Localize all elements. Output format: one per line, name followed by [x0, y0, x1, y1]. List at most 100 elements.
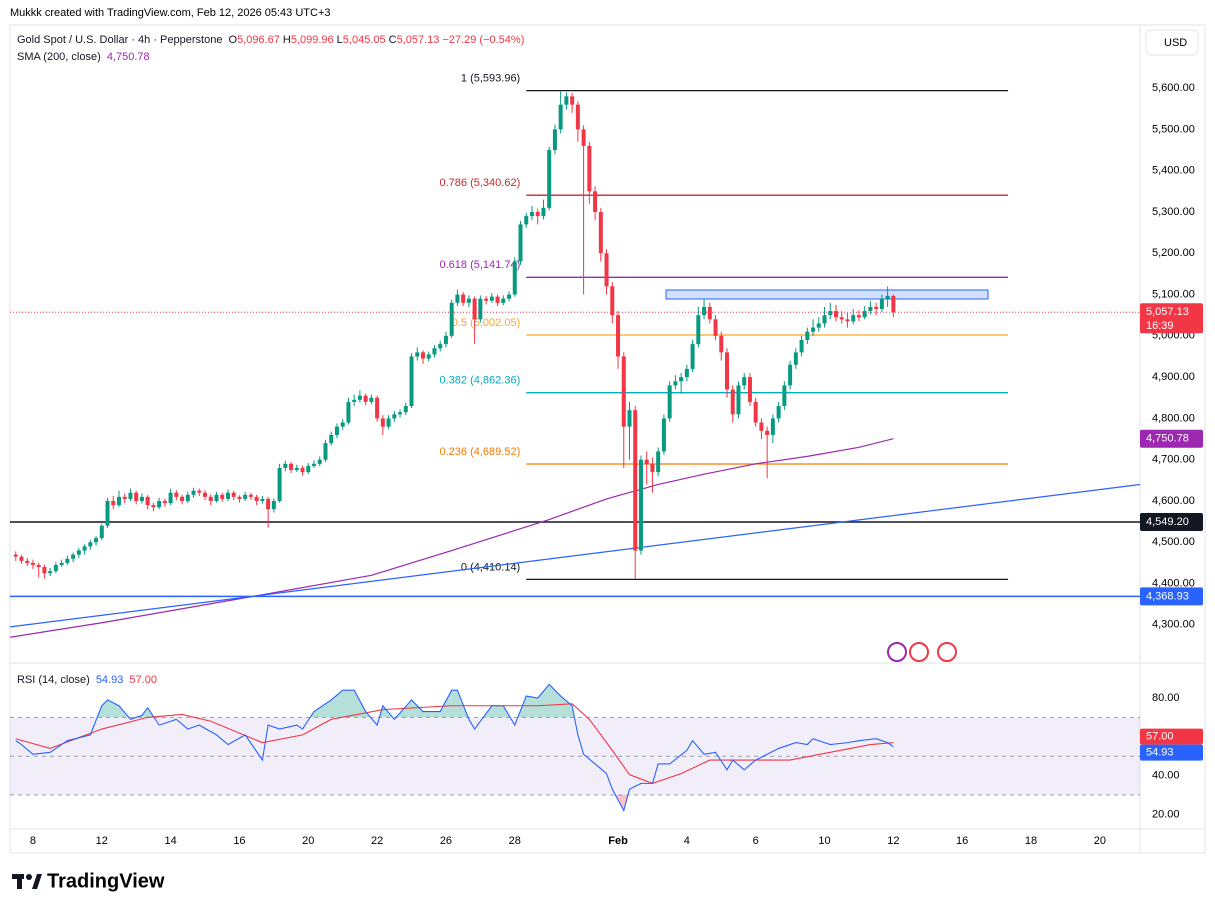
candle-body: [380, 418, 385, 427]
currency-button[interactable]: [1145, 29, 1199, 56]
candle-body: [36, 564, 41, 568]
candle-body: [139, 496, 144, 501]
candle-body: [868, 306, 873, 312]
x-tick-label: 20: [302, 835, 314, 847]
candle-body: [478, 298, 483, 320]
candle-body: [94, 538, 99, 543]
candle-body: [438, 344, 443, 349]
candle-body: [650, 463, 655, 473]
candle-body: [197, 490, 202, 493]
candle-body: [593, 191, 598, 212]
candle-body: [512, 261, 517, 295]
x-tick-label: 26: [440, 835, 452, 847]
candle-body: [346, 401, 351, 423]
candle-body: [679, 377, 684, 382]
candle-body: [816, 323, 821, 328]
fib-label: 0.5 (5,002.05): [452, 317, 521, 329]
logo-part: [26, 874, 32, 880]
candle-body: [507, 294, 512, 299]
candle-body: [587, 145, 592, 192]
candle-body: [719, 335, 724, 353]
rsi-line: [15, 683, 894, 813]
overlay-line: [10, 438, 894, 638]
x-tick-label: 10: [818, 835, 830, 847]
fib-label: 0.236 (4,689.52): [440, 446, 521, 458]
candle-body: [455, 294, 460, 303]
event-icon[interactable]: [909, 642, 929, 662]
ohlc-key: H: [282, 34, 291, 46]
x-tick-label: 8: [30, 835, 36, 847]
candle-body: [88, 542, 93, 547]
candle-body: [122, 496, 127, 499]
hline-price-label-box: [1140, 512, 1203, 531]
ohlc-key: O: [228, 34, 238, 46]
last-price-label: 5,057.13: [1146, 306, 1189, 318]
sma-name: SMA (200, close): [17, 51, 101, 63]
price-zone: [665, 289, 989, 300]
candle-body: [673, 381, 678, 386]
y-tick-label: 5,600.00: [1152, 82, 1195, 94]
candle-body: [638, 459, 643, 551]
candle-body: [180, 496, 185, 501]
fib-label: 1 (5,593.96): [461, 73, 520, 85]
x-tick-label: 22: [371, 835, 383, 847]
candle-body: [306, 465, 311, 473]
candle-body: [759, 422, 764, 431]
candle-body: [13, 554, 18, 557]
candle-body: [134, 492, 139, 501]
candle-body: [71, 554, 76, 559]
candle-body: [415, 352, 420, 357]
candle-body: [398, 412, 403, 415]
candle-body: [725, 352, 730, 390]
candle-body: [891, 295, 896, 313]
countdown-label: 16:39: [1146, 320, 1174, 332]
brand-name: TradingView: [47, 870, 165, 892]
candle-body: [19, 556, 24, 561]
currency-label[interactable]: USD: [1164, 37, 1187, 49]
event-icon[interactable]: [937, 642, 957, 662]
candle-body: [99, 525, 104, 539]
candle-body: [805, 331, 810, 340]
candle-body: [472, 298, 477, 320]
symbol-legend: Gold Spot / U.S. Dollar · 4h · Peppersto…: [17, 34, 527, 46]
candle-body: [352, 399, 357, 402]
candle-body: [633, 410, 638, 551]
y-tick-label: 4,900.00: [1152, 371, 1195, 383]
logo-part: [17, 874, 22, 889]
candle-body: [466, 298, 471, 303]
candle-body: [770, 418, 775, 435]
candle-body: [283, 463, 288, 468]
candle-body: [793, 352, 798, 365]
candle-body: [541, 207, 546, 217]
candle-body: [76, 550, 81, 555]
y-tick-label: 5,100.00: [1152, 288, 1195, 300]
y-tick-label: 4,800.00: [1152, 412, 1195, 424]
watermark: Mukkk created with TradingView.com, Feb …: [10, 7, 331, 19]
candle-body: [558, 104, 563, 130]
rsi-band: [10, 717, 1140, 796]
candle-body: [162, 500, 167, 504]
candle-body: [30, 562, 35, 565]
event-icon[interactable]: [887, 642, 907, 662]
candle-body: [788, 364, 793, 386]
rsi-title: RSI (14, close): [17, 674, 90, 686]
candle-body: [266, 498, 271, 510]
x-tick-label: 14: [164, 835, 176, 847]
candle-body: [42, 567, 47, 574]
candle-body: [501, 298, 506, 303]
candle-body: [317, 459, 322, 464]
rsi-value-label-box: [1140, 728, 1203, 745]
candle-body: [334, 426, 339, 435]
brand-logo: [12, 874, 42, 889]
ohlc-key: L: [336, 34, 343, 46]
candle-body: [696, 315, 701, 345]
candle-body: [690, 344, 695, 369]
candle-body: [742, 377, 747, 386]
y-tick-label: 20.00: [1152, 808, 1180, 820]
rsi-legend: RSI (14, close) 54.93 57.00: [17, 674, 160, 686]
candle-body: [851, 315, 856, 322]
ohlc-value: 5,057.13: [396, 34, 440, 46]
x-tick-label: 4: [684, 835, 690, 847]
